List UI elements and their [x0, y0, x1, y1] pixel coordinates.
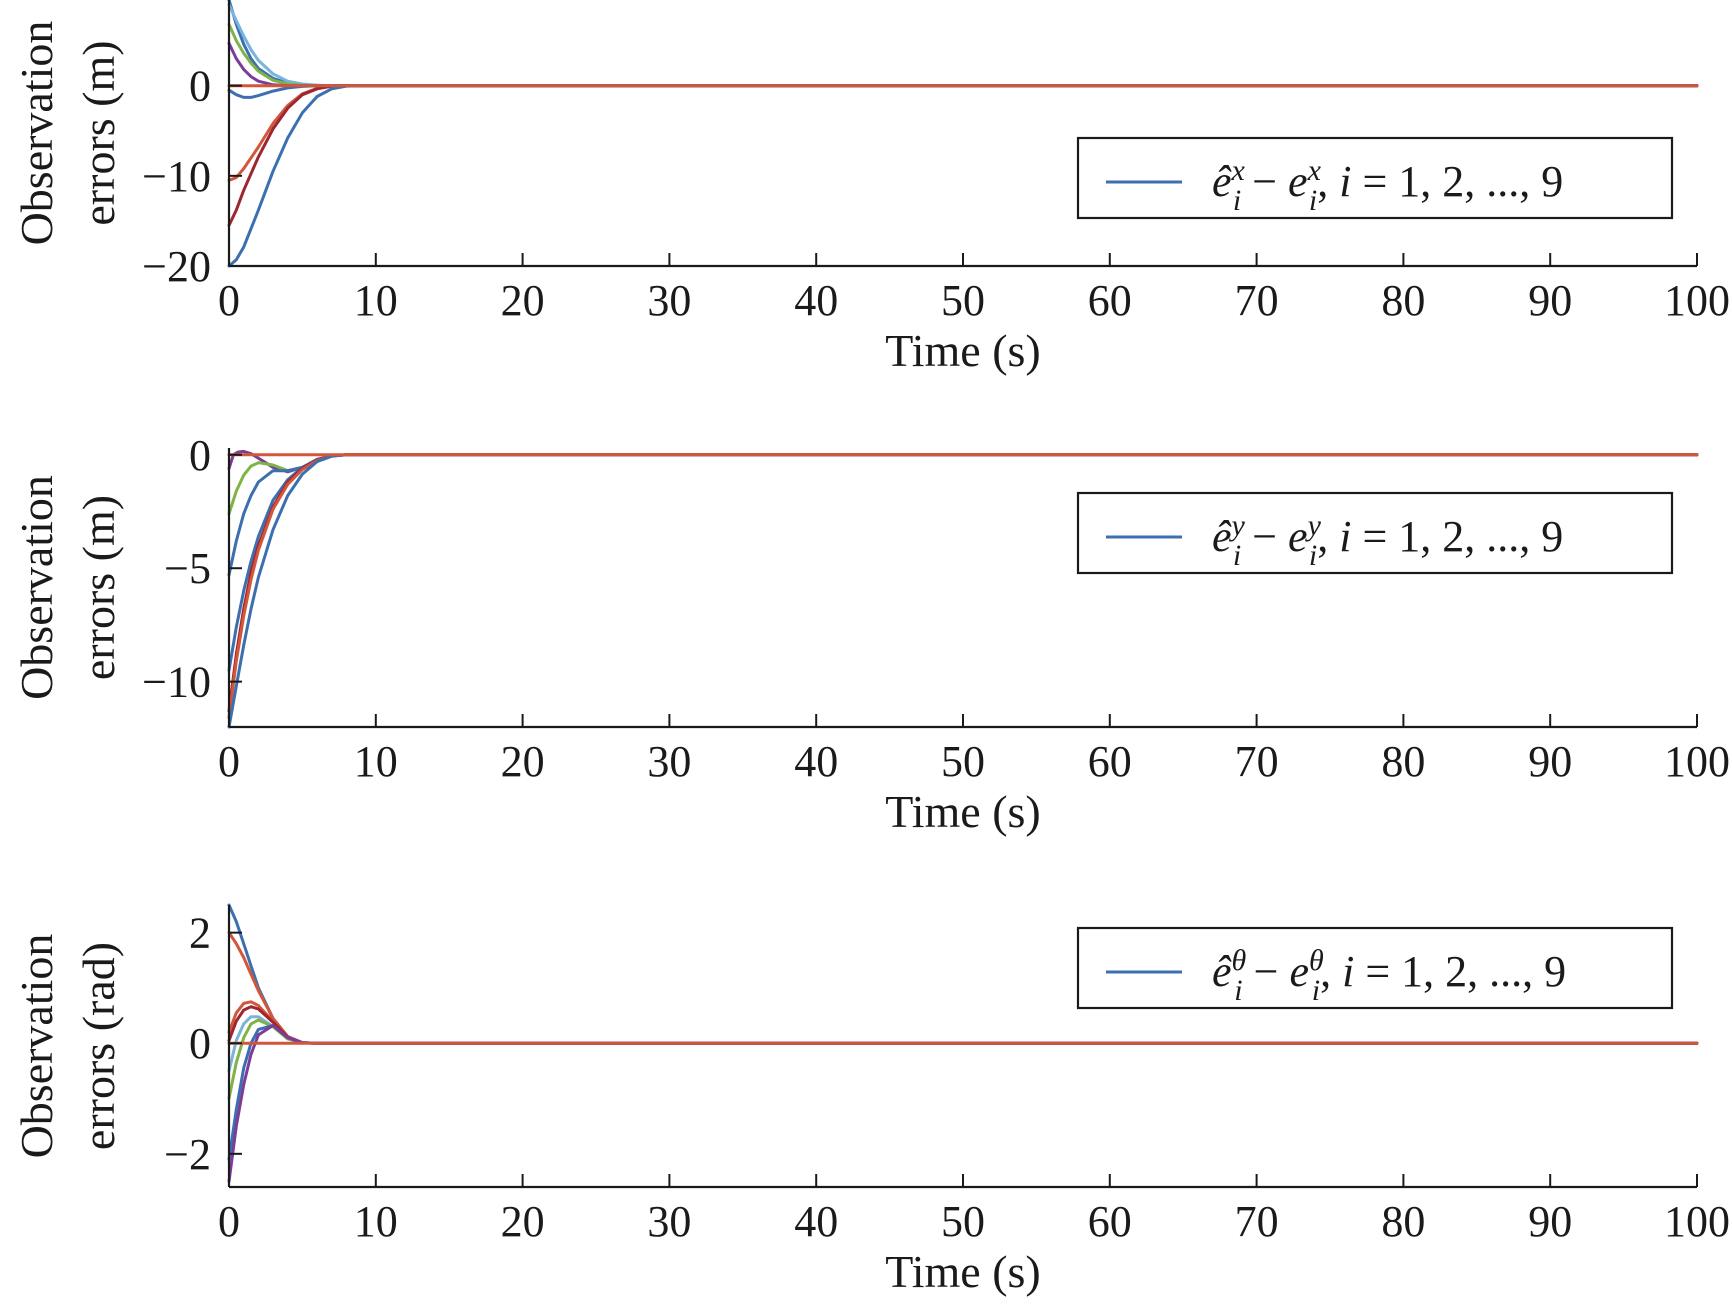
- x-tick-label: 10: [354, 276, 398, 325]
- x-tick-label: 30: [647, 1197, 691, 1246]
- y-tick-label: −2: [164, 1130, 211, 1179]
- x-tick-label: 100: [1664, 737, 1730, 786]
- legend-label: êy i − ey i, i = 1, 2, ..., 9: [1212, 509, 1563, 572]
- x-tick-label: 70: [1235, 1197, 1279, 1246]
- x-tick-label: 90: [1528, 276, 1572, 325]
- legend: êy i − ey i, i = 1, 2, ..., 9: [1076, 491, 1674, 575]
- x-tick-label: 60: [1088, 276, 1132, 325]
- y-axis-label: Observation errors (m): [11, 475, 124, 700]
- x-tick-label: 10: [354, 1197, 398, 1246]
- x-tick-label: 90: [1528, 1197, 1572, 1246]
- x-tick-label: 100: [1664, 276, 1730, 325]
- x-tick-label: 70: [1235, 737, 1279, 786]
- series-line-4: [227, 1005, 1699, 1045]
- y-tick-label: 0: [189, 1019, 211, 1068]
- y-axis-label-line-1: Observation: [11, 475, 62, 700]
- series-line-5: [227, 84, 1699, 99]
- x-tick-label: 60: [1088, 1197, 1132, 1246]
- legend: êθ i − eθ i, i = 1, 2, ..., 9: [1076, 926, 1674, 1010]
- subplot-1: 0 10 20 30 40 50 60 70 80 90 100 −20 −10 0 Time (s) Obs…: [11, 0, 1730, 376]
- x-tick-label: 50: [941, 1197, 985, 1246]
- x-tick-label: 50: [941, 737, 985, 786]
- x-tick-label: 30: [647, 276, 691, 325]
- y-axis-label-line-1: Observation: [11, 21, 62, 246]
- y-axis-label-line-1: Observation: [11, 934, 62, 1159]
- x-tick-label: 0: [218, 737, 240, 786]
- x-tick-label: 20: [501, 737, 545, 786]
- x-tick-label: 90: [1528, 737, 1572, 786]
- legend-label: êx i − ex i, i = 1, 2, ..., 9: [1212, 154, 1563, 217]
- y-tick-label: 0: [189, 62, 211, 111]
- x-tick-label: 10: [354, 737, 398, 786]
- x-tick-label: 80: [1381, 276, 1425, 325]
- x-tick-label: 40: [794, 276, 838, 325]
- series-group: [227, 0, 1699, 268]
- x-tick-label: 0: [218, 1197, 240, 1246]
- x-tick-label: 40: [794, 1197, 838, 1246]
- y-axis-label: Observation errors (m): [11, 21, 124, 246]
- subplot-2: 0 10 20 30 40 50 60 70 80 90 100 −10 −5 0 Time (s) Obse…: [11, 431, 1730, 837]
- y-tick-label: 2: [189, 909, 211, 958]
- series-line-6: [227, 1018, 1699, 1100]
- y-axis-label-line-2: errors (m): [73, 40, 124, 225]
- x-axis-label: Time (s): [885, 1246, 1041, 1297]
- series-line-2: [227, 3, 1699, 88]
- x-tick-label: 80: [1381, 737, 1425, 786]
- series-line-4: [227, 41, 1699, 88]
- legend-box: [1076, 926, 1674, 1010]
- x-tick-label: 100: [1664, 1197, 1730, 1246]
- legend: êx i − ex i, i = 1, 2, ..., 9: [1076, 136, 1674, 220]
- x-tick-label: 0: [218, 276, 240, 325]
- x-tick-label: 60: [1088, 737, 1132, 786]
- legend-label: êθ i − eθ i, i = 1, 2, ..., 9: [1212, 944, 1566, 1007]
- series-group: [227, 449, 1699, 729]
- x-tick-label: 80: [1381, 1197, 1425, 1246]
- x-axis-label: Time (s): [885, 786, 1041, 837]
- series-line-3: [227, 22, 1699, 88]
- y-tick-label: −10: [142, 152, 211, 201]
- y-tick-label: −20: [142, 242, 211, 291]
- y-tick-label: −10: [142, 658, 211, 707]
- x-tick-label: 20: [501, 276, 545, 325]
- series-line-1: [227, 0, 1699, 88]
- y-tick-label: 0: [189, 431, 211, 480]
- legend-box: [1076, 491, 1674, 575]
- series-line-8: [227, 1024, 1699, 1183]
- x-tick-label: 50: [941, 276, 985, 325]
- legend-box: [1076, 136, 1674, 220]
- y-tick-label: −5: [164, 544, 211, 593]
- x-axis-label: Time (s): [885, 325, 1041, 376]
- y-axis-label: Observation errors (rad): [11, 934, 124, 1159]
- x-tick-label: 70: [1235, 276, 1279, 325]
- x-tick-label: 30: [647, 737, 691, 786]
- series-line-7: [227, 1024, 1699, 1161]
- x-tick-label: 40: [794, 737, 838, 786]
- y-axis-label-line-2: errors (rad): [73, 942, 124, 1150]
- y-axis-label-line-2: errors (m): [73, 495, 124, 680]
- x-tick-label: 20: [501, 1197, 545, 1246]
